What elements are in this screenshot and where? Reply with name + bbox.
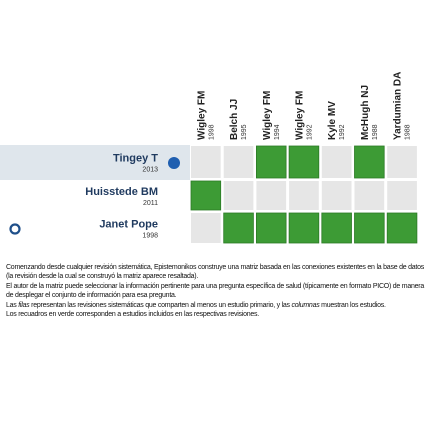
- column-name: McHugh NJ: [360, 85, 371, 140]
- row-year: 2011: [143, 200, 158, 207]
- row-name: Janet Pope: [99, 219, 158, 231]
- description: Comenzando desde cualquier revisión sist…: [6, 263, 424, 319]
- column-year: 1988: [405, 124, 412, 140]
- text-segment: muestran los estudios.: [319, 301, 386, 309]
- column-year: 1994: [274, 124, 281, 140]
- selected-row-band: [0, 145, 190, 180]
- row-year: 1998: [142, 233, 158, 240]
- column-name: Wigley FM: [294, 91, 305, 140]
- column-name: Belch JJ: [229, 99, 240, 140]
- matrix-cell: [191, 213, 221, 243]
- column-name: Kyle MV: [327, 101, 338, 140]
- column-name: Wigley FM: [262, 91, 273, 140]
- matrix-cell: [354, 145, 385, 179]
- matrix-cell: [288, 145, 320, 179]
- matrix-cell: [386, 212, 418, 244]
- text-segment: columnas: [291, 301, 320, 309]
- matrix-cell: [354, 181, 385, 210]
- matrix-cell: [190, 180, 222, 211]
- selected-dot: [168, 157, 180, 169]
- matrix-cell: [387, 146, 417, 178]
- text-segment: filas: [18, 301, 30, 309]
- row-name: Huisstede BM: [85, 186, 158, 198]
- text-segment: Comenzando desde cualquier revisión sist…: [6, 264, 424, 281]
- column-name: Wigley FM: [196, 91, 207, 140]
- matrix-cell: [387, 181, 417, 210]
- column-header: Yardumian DA 1988: [393, 72, 412, 140]
- text-segment: El autor de la matriz puede seleccionar …: [6, 282, 424, 300]
- matrix-cell: [223, 146, 254, 178]
- matrix-cell: [191, 146, 221, 178]
- column-header: McHugh NJ 1988: [360, 85, 379, 140]
- column-year: 1995: [241, 124, 248, 140]
- text-segment: representan las revisiones sistemáticas …: [29, 301, 292, 309]
- paragraph: El autor de la matriz puede seleccionar …: [6, 282, 424, 301]
- text-segment: Los recuadros en verde corresponden a es…: [6, 311, 259, 319]
- matrix: Wigley FM 1998 Belch JJ 1995 Wigley FM 1994 Wi…: [0, 72, 418, 244]
- column-year: 1992: [339, 124, 346, 140]
- matrix-cell: [321, 181, 352, 210]
- column-header: Belch JJ 1995: [229, 99, 248, 140]
- paragraph: Los recuadros en verde corresponden a es…: [6, 310, 424, 319]
- matrix-cell: [255, 212, 287, 244]
- column-header: Kyle MV 1992: [327, 101, 346, 140]
- matrix-cell: [354, 212, 385, 244]
- row-name: Tingey T: [113, 153, 158, 165]
- matrix-cell: [256, 181, 287, 210]
- paragraph: Las filas representan las revisiones sis…: [6, 301, 424, 310]
- column-header: Wigley FM 1998: [196, 91, 215, 140]
- matrix-cell: [321, 146, 352, 178]
- column-header: Wigley FM 1994: [262, 91, 281, 140]
- row-year: 2013: [142, 167, 158, 174]
- matrix-cell: [255, 145, 287, 179]
- matrix-cell: [321, 212, 352, 244]
- text-segment: Las: [6, 301, 19, 309]
- column-year: 1988: [372, 124, 379, 140]
- matrix-cell: [288, 212, 320, 244]
- matrix-cell: [289, 181, 319, 210]
- column-name: Yardumian DA: [393, 72, 404, 140]
- column-header: Wigley FM 1992: [294, 91, 313, 140]
- matrix-cell: [223, 181, 254, 210]
- column-year: 1992: [306, 124, 313, 140]
- matrix-cell: [223, 212, 254, 244]
- row-toggle: [9, 223, 21, 235]
- paragraph: Comenzando desde cualquier revisión sist…: [6, 263, 424, 282]
- column-year: 1998: [208, 124, 215, 140]
